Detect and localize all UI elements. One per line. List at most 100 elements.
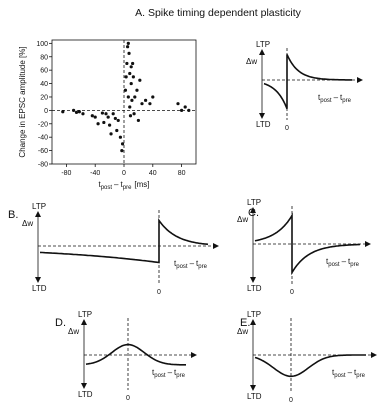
x-tick-label: 80 xyxy=(178,170,186,177)
ltd-label: LTD xyxy=(32,284,47,293)
data-point xyxy=(144,98,148,102)
panel-letter: D. xyxy=(55,317,66,329)
x-axis-label: tpost – tpre [ms] xyxy=(98,180,149,191)
y-tick-label: 100 xyxy=(36,41,48,48)
data-point xyxy=(180,108,184,112)
time-axis-label: tpost – tpre xyxy=(326,257,360,268)
time-axis-label: tpost – tpre xyxy=(318,93,352,104)
zero-tick-label: 0 xyxy=(285,125,289,132)
data-point xyxy=(133,95,137,99)
delta-w-label: Δw xyxy=(246,57,257,66)
learning-window-curve xyxy=(254,212,361,276)
data-point xyxy=(61,110,65,114)
y-tick-label: 40 xyxy=(40,81,48,88)
data-point xyxy=(123,88,128,92)
data-point xyxy=(102,120,106,125)
y-axis-label: Change in EPSC amplitude [%] xyxy=(18,46,27,157)
data-point xyxy=(115,128,119,133)
data-point xyxy=(77,110,81,114)
data-point xyxy=(128,71,132,76)
panel-letter: E. xyxy=(240,317,250,329)
data-point xyxy=(130,98,134,102)
panel-letter: C. xyxy=(248,207,259,219)
data-point xyxy=(187,108,191,112)
delta-w-label: Δw xyxy=(237,215,248,224)
y-tick-label: 60 xyxy=(40,68,48,75)
data-point xyxy=(81,112,85,116)
zero-tick-label: 0 xyxy=(157,289,161,296)
panel-letter: B. xyxy=(8,209,18,221)
data-point xyxy=(125,61,129,66)
data-point xyxy=(113,116,117,121)
data-point xyxy=(104,112,108,116)
data-point xyxy=(74,110,79,114)
data-point xyxy=(120,142,125,146)
delta-w-label: Δw xyxy=(22,219,33,228)
x-tick-label: -80 xyxy=(61,170,71,177)
x-tick-label: -40 xyxy=(90,170,100,177)
y-tick-label: -60 xyxy=(38,148,48,155)
data-point xyxy=(120,148,124,153)
zero-tick-label: 0 xyxy=(289,397,293,404)
data-point xyxy=(93,115,97,119)
ltd-label: LTD xyxy=(256,120,271,129)
data-point xyxy=(126,95,130,99)
panel-5-window: E.LTP LTD Δw 0 tpost – tpre xyxy=(237,310,377,404)
data-point xyxy=(126,45,130,49)
learning-window-curve xyxy=(263,54,352,110)
learning-window-curve xyxy=(39,218,209,264)
time-axis-label: tpost – tpre xyxy=(152,368,186,379)
panel-3-window: C.LTP LTD Δw 0 tpost – tpre xyxy=(237,198,371,296)
data-point xyxy=(106,115,110,119)
data-point xyxy=(148,102,152,106)
ltd-label: LTD xyxy=(247,284,262,293)
data-point xyxy=(135,88,139,92)
data-point xyxy=(183,105,187,109)
y-tick-label: 0 xyxy=(44,108,48,115)
delta-w-label: Δw xyxy=(237,327,248,336)
data-point xyxy=(129,81,133,86)
ltd-label: LTD xyxy=(78,390,93,399)
data-point xyxy=(126,41,130,45)
x-tick-label: 0 xyxy=(122,170,126,177)
time-axis-label: tpost – tpre xyxy=(174,259,208,270)
data-point xyxy=(72,108,76,112)
data-point xyxy=(111,112,115,116)
data-point xyxy=(136,118,140,123)
data-point xyxy=(129,65,133,69)
y-tick-label: -40 xyxy=(38,135,48,142)
data-point xyxy=(140,102,144,106)
learning-window-curve xyxy=(254,354,366,378)
data-point xyxy=(124,75,128,79)
data-point xyxy=(118,135,122,139)
data-point xyxy=(109,132,113,136)
zero-tick-label: 0 xyxy=(126,395,130,402)
panel-1-window: LTP LTD Δw 0 tpost – tpre xyxy=(246,40,363,132)
panel-4-window: D. LTP LTD Δw 0 tpost – tpre xyxy=(55,310,197,402)
ltp-label: LTP xyxy=(256,40,270,49)
data-point xyxy=(90,114,94,118)
x-tick-label: 40 xyxy=(149,170,157,177)
panel-a-scatter: -80 -60 -40 -20 0 20 40 60 80 100 -80 -40 0 40 80 Chang… xyxy=(18,39,197,191)
data-point xyxy=(132,112,136,116)
data-point xyxy=(96,122,100,126)
y-tick-label: 80 xyxy=(40,54,48,61)
ltp-label: LTP xyxy=(78,310,92,319)
data-point xyxy=(127,51,131,56)
ltp-label: LTP xyxy=(32,202,46,211)
time-axis-label: tpost – tpre xyxy=(332,368,366,379)
y-tick-label: 20 xyxy=(40,94,48,101)
data-point xyxy=(128,105,132,109)
y-tick-label: -80 xyxy=(38,162,48,169)
data-point xyxy=(131,75,135,79)
zero-tick-label: 0 xyxy=(290,289,294,296)
panel-2-window: B. LTP LTD Δw 0 tpost – tpre xyxy=(8,202,219,296)
ltd-label: LTD xyxy=(247,392,262,401)
data-point xyxy=(100,111,104,115)
data-point xyxy=(108,123,112,127)
ltp-label: LTP xyxy=(247,310,261,319)
data-point xyxy=(138,78,142,82)
ltp-label: LTP xyxy=(247,198,261,207)
y-tick-label: -20 xyxy=(38,121,48,128)
learning-window-curve xyxy=(85,343,186,366)
